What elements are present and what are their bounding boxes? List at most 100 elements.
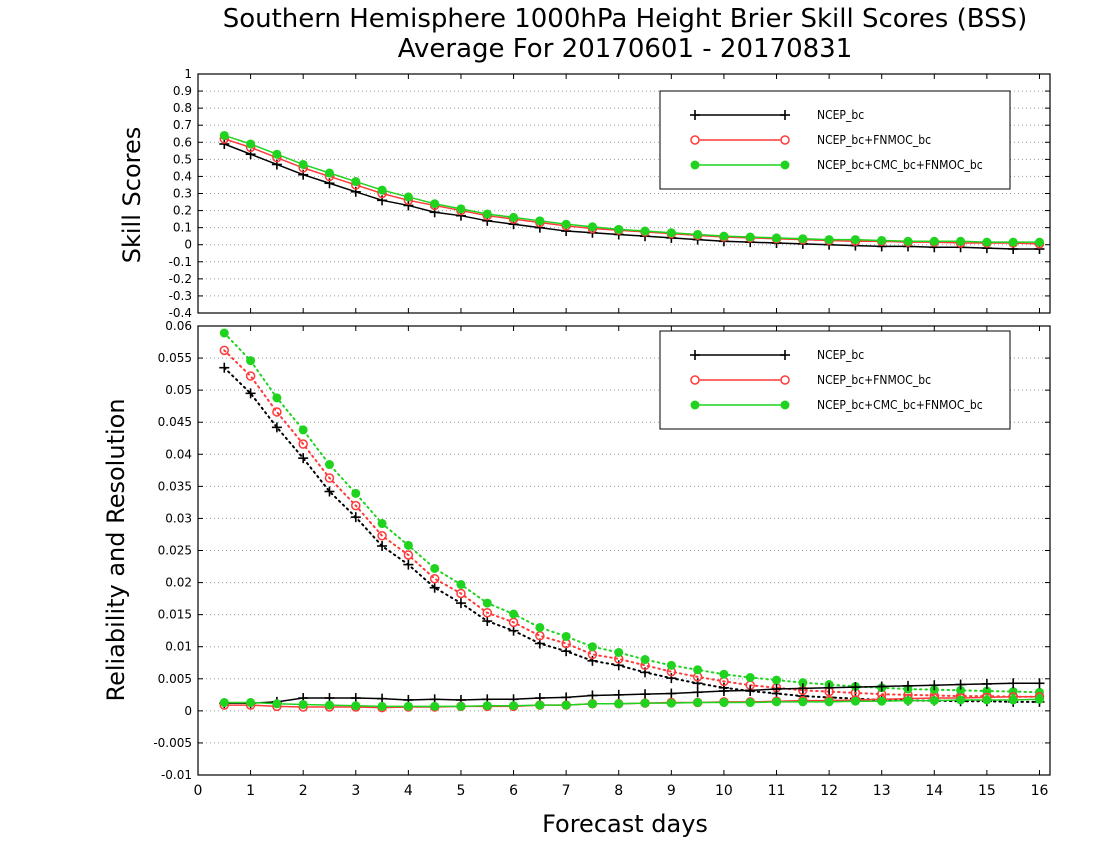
x-axis-label: Forecast days <box>542 810 708 838</box>
data-point-ncep-bc-cmc-bc-fnmoc-bc-resolution <box>956 685 966 695</box>
data-point-ncep-bc-reliability <box>824 682 835 693</box>
data-point-ncep-bc-cmc-bc-fnmoc-bc <box>640 226 650 236</box>
data-point-ncep-bc-fnmoc-bc-resolution <box>351 500 361 511</box>
y-tick-label: -0.2 <box>169 272 192 286</box>
data-point-ncep-bc-resolution <box>429 582 440 593</box>
data-point-ncep-bc-cmc-bc-fnmoc-bc-reliability <box>587 699 597 709</box>
legend-marker <box>780 375 790 385</box>
data-point-ncep-bc-resolution <box>692 678 703 689</box>
data-point-ncep-bc-cmc-bc-fnmoc-bc-resolution <box>403 540 413 550</box>
data-point-ncep-bc-cmc-bc-fnmoc-bc <box>745 232 755 242</box>
data-point-ncep-bc-cmc-bc-fnmoc-bc-resolution <box>640 655 650 665</box>
legend-item-ncep-bc: NCEP_bc <box>690 348 864 362</box>
y-tick-label: 0.02 <box>165 576 192 590</box>
skill-scores-panel: -0.4 -0.3 -0.2 -0.1 0 0.1 0.2 0.3 0.4 0.5 0.6 0.7 0.… <box>169 67 1051 320</box>
data-point-ncep-bc-cmc-bc-fnmoc-bc-reliability <box>482 701 492 711</box>
legend-marker <box>780 135 790 145</box>
plot-frame <box>197 73 1051 314</box>
legend-marker <box>690 160 700 170</box>
data-point-ncep-bc-fnmoc-bc-resolution <box>245 371 256 381</box>
data-point-ncep-bc-cmc-bc-fnmoc-bc-resolution <box>219 328 229 338</box>
data-point-ncep-bc-cmc-bc-fnmoc-bc <box>1008 237 1018 247</box>
x-tick-label: 10 <box>715 783 733 799</box>
legend-marker <box>780 400 790 410</box>
data-point-ncep-bc-cmc-bc-fnmoc-bc-reliability <box>456 701 466 711</box>
data-point-ncep-bc-resolution <box>350 512 361 523</box>
data-point-ncep-bc-cmc-bc-fnmoc-bc <box>1034 237 1044 247</box>
data-point-ncep-bc-fnmoc-bc-resolution <box>377 530 387 541</box>
y-tick-label: 0.5 <box>173 152 192 166</box>
series-line-ncep-bc-cmc-bc-fnmoc-bc-reliability <box>223 698 1041 708</box>
data-point-ncep-bc-reliability <box>929 680 940 691</box>
data-point-ncep-bc-cmc-bc-fnmoc-bc-resolution <box>561 631 571 641</box>
data-point-ncep-bc-cmc-bc-fnmoc-bc-reliability <box>324 700 334 710</box>
data-point-ncep-bc-cmc-bc-fnmoc-bc-reliability <box>666 698 676 708</box>
data-point-ncep-bc-fnmoc-bc-resolution <box>456 588 466 599</box>
series-line-ncep-bc-resolution <box>223 366 1041 703</box>
data-point-ncep-bc-cmc-bc-fnmoc-bc <box>509 212 519 222</box>
legend-marker <box>780 160 790 170</box>
chart-title-line-1: Southern Hemisphere 1000hPa Height Brier… <box>223 4 1028 34</box>
y-tick-label: -0.4 <box>169 306 192 320</box>
data-point-ncep-bc-cmc-bc-fnmoc-bc-reliability <box>929 696 939 706</box>
x-tick-label: 1 <box>246 783 255 799</box>
data-point-ncep-bc-cmc-bc-fnmoc-bc-reliability <box>824 697 834 707</box>
data-point-ncep-bc-reliability <box>587 690 598 701</box>
legend-label: NCEP_bc+FNMOC_bc <box>817 373 931 387</box>
y-tick-label: 0.06 <box>165 319 192 333</box>
data-point-ncep-bc-cmc-bc-fnmoc-bc-reliability <box>535 700 545 710</box>
y-tick-label: 0.005 <box>158 672 192 686</box>
data-point-ncep-bc-cmc-bc-fnmoc-bc-resolution <box>298 425 308 435</box>
data-point-ncep-bc-cmc-bc-fnmoc-bc-reliability <box>561 700 571 710</box>
data-point-ncep-bc-cmc-bc-fnmoc-bc-reliability <box>903 696 913 706</box>
chart-title-line-2: Average For 20170601 - 20170831 <box>398 34 853 64</box>
data-point-ncep-bc-fnmoc-bc-resolution <box>219 345 230 356</box>
x-tick-label: 7 <box>562 783 571 799</box>
data-point-ncep-bc-cmc-bc-fnmoc-bc <box>246 139 256 149</box>
x-tick-label: 12 <box>820 783 838 799</box>
data-point-ncep-bc-reliability <box>771 684 782 695</box>
x-tick-label: 5 <box>457 783 466 799</box>
x-tick-label: 3 <box>351 783 360 799</box>
data-point-ncep-bc-cmc-bc-fnmoc-bc <box>377 185 387 195</box>
data-point-ncep-bc-cmc-bc-fnmoc-bc-reliability <box>850 696 860 706</box>
legend-label: NCEP_bc+CMC_bc+FNMOC_bc <box>817 398 983 412</box>
data-point-ncep-bc-reliability <box>640 689 651 700</box>
data-point-ncep-bc-resolution <box>271 422 282 433</box>
y-tick-label: 0.3 <box>173 187 192 201</box>
data-point-ncep-bc-cmc-bc-fnmoc-bc <box>798 234 808 244</box>
data-point-ncep-bc-cmc-bc-fnmoc-bc-reliability <box>1008 695 1018 705</box>
data-point-ncep-bc-reliability <box>745 685 756 696</box>
data-point-ncep-bc-cmc-bc-fnmoc-bc-reliability <box>403 701 413 711</box>
data-point-ncep-bc-resolution <box>482 616 493 627</box>
data-point-ncep-bc-resolution <box>508 625 519 636</box>
data-point-ncep-bc-cmc-bc-fnmoc-bc-reliability <box>1034 694 1044 704</box>
data-point-ncep-bc-cmc-bc-fnmoc-bc <box>772 233 782 243</box>
legend-item-ncep-bc-cmc-bc-fnmoc-bc: NCEP_bc+CMC_bc+FNMOC_bc <box>690 158 983 172</box>
data-point-ncep-bc-reliability <box>797 683 808 694</box>
data-point-ncep-bc-cmc-bc-fnmoc-bc <box>456 204 466 214</box>
data-point-ncep-bc-reliability <box>1034 678 1045 689</box>
data-point-ncep-bc-resolution <box>324 486 335 497</box>
data-point-ncep-bc-fnmoc-bc-resolution <box>272 407 282 417</box>
data-point-ncep-bc-cmc-bc-fnmoc-bc-reliability <box>772 697 782 707</box>
x-tick-label: 9 <box>667 783 676 799</box>
x-tick-label: 13 <box>873 783 891 799</box>
y-tick-label: 0 <box>184 704 192 718</box>
data-point-ncep-bc-cmc-bc-fnmoc-bc <box>719 231 729 241</box>
data-point-ncep-bc-cmc-bc-fnmoc-bc-reliability <box>640 698 650 708</box>
legend: NCEP_bc NCEP_bc+FNMOC_bc NCEP_bc+CMC_bc+FN… <box>659 330 1011 430</box>
data-point-ncep-bc-resolution <box>403 559 414 570</box>
legend: NCEP_bc NCEP_bc+FNMOC_bc NCEP_bc+CMC_bc+FN… <box>659 90 1011 190</box>
data-point-ncep-bc-cmc-bc-fnmoc-bc-reliability <box>246 698 256 708</box>
data-point-ncep-bc-cmc-bc-fnmoc-bc-reliability <box>877 696 887 706</box>
data-point-ncep-bc-fnmoc-bc-resolution <box>324 473 335 483</box>
data-point-ncep-bc-cmc-bc-fnmoc-bc-reliability <box>798 697 808 707</box>
data-point-ncep-bc-cmc-bc-fnmoc-bc <box>903 236 913 246</box>
data-point-ncep-bc-resolution <box>377 541 388 552</box>
x-tick-label: 14 <box>925 783 943 799</box>
data-point-ncep-bc-cmc-bc-fnmoc-bc-reliability <box>982 695 992 705</box>
data-point-ncep-bc-reliability <box>903 680 913 691</box>
data-point-ncep-bc-resolution <box>298 453 309 464</box>
